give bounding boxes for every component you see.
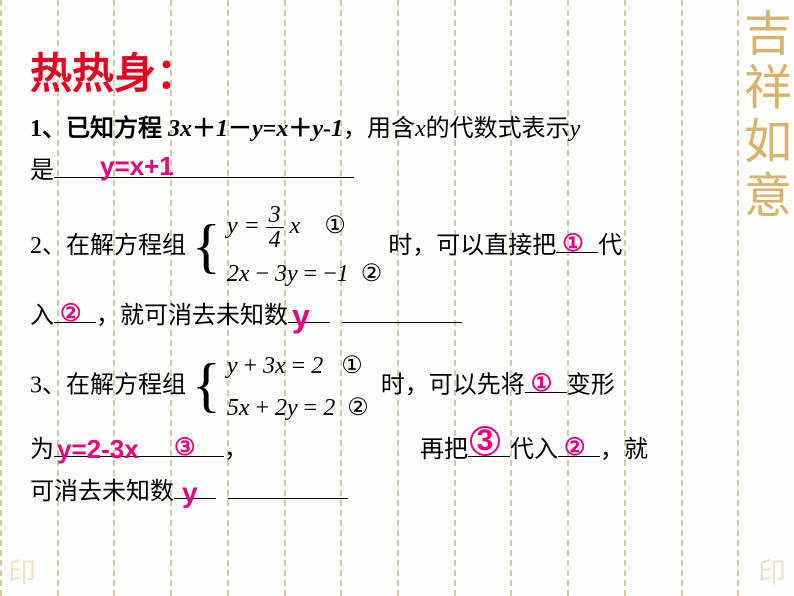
q2-ansvar: y	[292, 292, 310, 340]
q2-ans1: ①	[562, 226, 584, 262]
decorative-seal-bl: 印	[8, 560, 36, 588]
q3-line1: 3、在解方程组 { y + 3x = 2 ① 5x + 2y = 2 ② 时，可…	[30, 348, 764, 426]
q3-mark3: ③	[174, 430, 196, 466]
q3-mark2: ②	[347, 390, 369, 426]
q3-ans2: ②	[564, 430, 586, 466]
q1-varx: x	[415, 116, 426, 142]
q3-blank4: ②	[558, 456, 600, 457]
q3-eq-group: { y + 3x = 2 ① 5x + 2y = 2 ②	[192, 348, 369, 426]
q2-blank3: y	[288, 322, 330, 323]
q2-text-c: 代	[598, 233, 622, 259]
q3-text-c: 变形	[567, 373, 615, 399]
q2-frac-den: 4	[266, 228, 284, 252]
q3-text-line2b: 再把	[420, 437, 468, 463]
q1-line2: 是 y=x+1	[30, 153, 764, 189]
decorative-seal-br: 印	[758, 560, 786, 588]
q2-line1: 2、在解方程组 { y = 34 x ① 2x − 3y = −1 ② 时，可以…	[30, 203, 764, 292]
q3-text-line3a: 可消去未知数	[30, 479, 174, 505]
q2-text-b: 时，可以直接把	[388, 233, 556, 259]
q3-text-a: 3、在解方程组	[30, 373, 192, 399]
q1-answer: y=x+1	[100, 147, 174, 186]
q2-ans2: ②	[60, 296, 82, 332]
q2-blank1: ①	[556, 252, 598, 253]
q2-blank2: ②	[54, 322, 96, 323]
q3-mark1: ①	[341, 348, 363, 384]
q3-ans3: 3	[470, 426, 500, 456]
q3-text-line2c: 代入	[510, 437, 558, 463]
q2-text-line2a: 入	[30, 303, 54, 329]
q3-blank6	[228, 498, 348, 499]
q2-eq1-left: y =	[227, 213, 260, 239]
q2-eq1-right: x	[290, 213, 301, 239]
q1-text-is: 是	[30, 158, 54, 184]
q3-ans1: ①	[531, 366, 553, 402]
q2-line2: 入②，就可消去未知数y	[30, 298, 764, 334]
q2-frac-num: 3	[266, 203, 284, 228]
q3-anseq: y=2-3x	[57, 430, 139, 469]
q3-blank3: 3	[468, 456, 510, 457]
q3-ansvar: y	[182, 472, 198, 514]
q3-text-b: 时，可以先将	[381, 373, 525, 399]
q2-mark2: ②	[361, 256, 383, 292]
q3-line3: 可消去未知数y	[30, 474, 764, 510]
q3-comma: ，	[224, 437, 248, 463]
q2-mark1: ①	[324, 208, 346, 244]
q2-text-line2b: ，就可消去未知数	[96, 303, 288, 329]
q2-eq2: 2x − 3y = −1	[227, 261, 349, 287]
q1-text-c: 的代数式表示	[426, 116, 570, 142]
slide-title: 热热身：	[30, 40, 764, 101]
q1-vary: y	[570, 116, 581, 142]
q1-text-b: ，用含	[343, 116, 415, 142]
q3-blank-eq: y=2-3x ③	[54, 456, 224, 457]
q1-line1: 1、已知方程 3x＋1－y=x＋y-1，用含x的代数式表示y	[30, 111, 764, 147]
q2-text-a: 2、在解方程组	[30, 233, 192, 259]
q3-eq2: 5x + 2y = 2	[227, 395, 335, 421]
q3-text-line2d: ，就	[600, 437, 648, 463]
q3-line2: 为 y=2-3x ③ ， 再把3代入②，就	[30, 432, 764, 468]
q1-blank	[54, 177, 354, 178]
q1-text-a: 1、已知方程	[30, 116, 168, 142]
q3-blank5: y	[174, 498, 216, 499]
q2-eq-group: { y = 34 x ① 2x − 3y = −1 ②	[192, 203, 382, 292]
slide-content: 热热身： 1、已知方程 3x＋1－y=x＋y-1，用含x的代数式表示y 是 y=…	[0, 0, 794, 530]
q2-blank4	[342, 322, 462, 323]
q3-text-line2a: 为	[30, 437, 54, 463]
q3-eq1: y + 3x = 2	[227, 353, 323, 379]
q3-blank1: ①	[525, 392, 567, 393]
